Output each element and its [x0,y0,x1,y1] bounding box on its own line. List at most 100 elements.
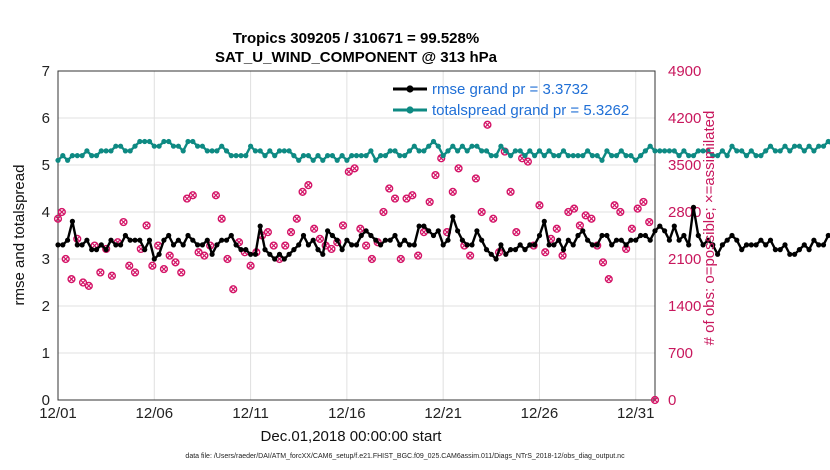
obs-assimilated-point [126,262,132,269]
spread-point [474,143,480,149]
obs-assimilated-point [351,165,358,172]
rmse-point [98,242,104,248]
legend: rmse grand pr = 3.3732 totalspread grand… [393,81,629,119]
rmse-point [604,232,610,239]
spread-point [320,157,326,163]
obs-assimilated-point [513,229,520,235]
spread-point [214,148,220,154]
rmse-point [74,242,80,248]
obs-assimilated-point [120,219,127,225]
spread-point [657,148,663,154]
rmse-point [214,242,220,248]
rmse-point [498,242,504,248]
rmse-point [532,242,538,248]
spread-point [127,148,133,154]
rmse-point [652,228,658,234]
rmse-point [325,228,331,234]
rmse-point [103,247,109,253]
rmse-point [329,232,335,239]
obs-assimilated-point [571,205,577,212]
rmse-point [315,247,321,253]
obs-possible-point [523,157,532,166]
rmse-point [300,232,307,239]
y-right-tick-label: 1400 [668,298,701,315]
spread-point [498,143,504,149]
spread-point [469,143,475,149]
rmse-point [556,237,562,243]
spread-point [445,148,451,154]
spread-point [339,153,345,159]
obs-assimilated-point [270,242,277,249]
rmse-point [233,242,239,248]
obs-possible-point [246,261,255,270]
obs-possible-point [298,187,307,196]
rmse-point [806,247,812,253]
obs-assimilated-point [634,205,641,212]
obs-possible-point [379,207,388,217]
spread-point [267,148,273,154]
spread-point [565,153,571,159]
spread-point [758,153,764,159]
spread-point [248,143,254,149]
obs-assimilated-point [600,259,606,266]
obs-possible-point [304,181,313,190]
obs-possible-point [188,191,197,200]
obs-assimilated-point [432,172,439,178]
y-tick-label: 7 [42,63,50,80]
obs-possible-point [362,241,371,250]
spread-point [739,148,745,154]
rmse-point [79,242,85,248]
obs-possible-point [518,154,527,163]
rmse-point [633,237,639,243]
rmse-point [474,228,480,234]
spread-point [787,148,793,154]
spread-point [69,153,75,159]
obs-assimilated-point [548,236,554,242]
spread-point [435,143,441,149]
rmse-point [585,237,591,243]
obs-possible-point [390,194,400,203]
spread-point [84,148,90,154]
rmse-point [560,247,567,253]
spread-point [710,153,716,159]
spread-point [170,143,177,149]
obs-assimilated-point [536,202,543,209]
rmse-point [93,247,100,253]
obs-possible-point [142,221,151,230]
obs-possible-point [633,204,642,213]
rmse-point [127,237,133,243]
rmse-point [373,237,379,243]
spread-point [455,148,461,154]
rmse-point [686,242,692,248]
spread-point [180,148,186,154]
series-lines [55,138,830,262]
y-tick-label: 5 [42,157,50,174]
rmse-point [763,242,769,248]
rmse-point [142,247,148,253]
rmse-point [613,237,620,243]
chart-title: Tropics 309205 / 310671 = 99.528% [233,30,479,47]
y-tick-label: 2 [42,298,50,315]
obs-assimilated-point [455,165,462,172]
obs-possible-point [489,214,498,223]
obs-assimilated-point [380,209,387,215]
obs-possible-point [471,174,481,183]
obs-assimilated-point [230,286,236,292]
obs-assimilated-point [484,121,491,128]
spread-point [74,153,80,159]
x-tick-label: 12/06 [136,405,174,422]
spread-point [816,143,822,149]
rmse-point [257,223,263,229]
obs-assimilated-point [62,256,69,262]
rmse-point [782,242,788,248]
rmse-point [455,228,461,234]
rmse-point [459,237,465,243]
spread-point [209,148,215,154]
obs-possible-point [581,211,590,220]
obs-possible-point [558,251,567,260]
spread-point [329,153,335,159]
obs-possible-point [53,214,63,223]
obs-assimilated-point [577,222,583,229]
rmse-point [69,218,75,224]
spread-point [305,153,311,159]
